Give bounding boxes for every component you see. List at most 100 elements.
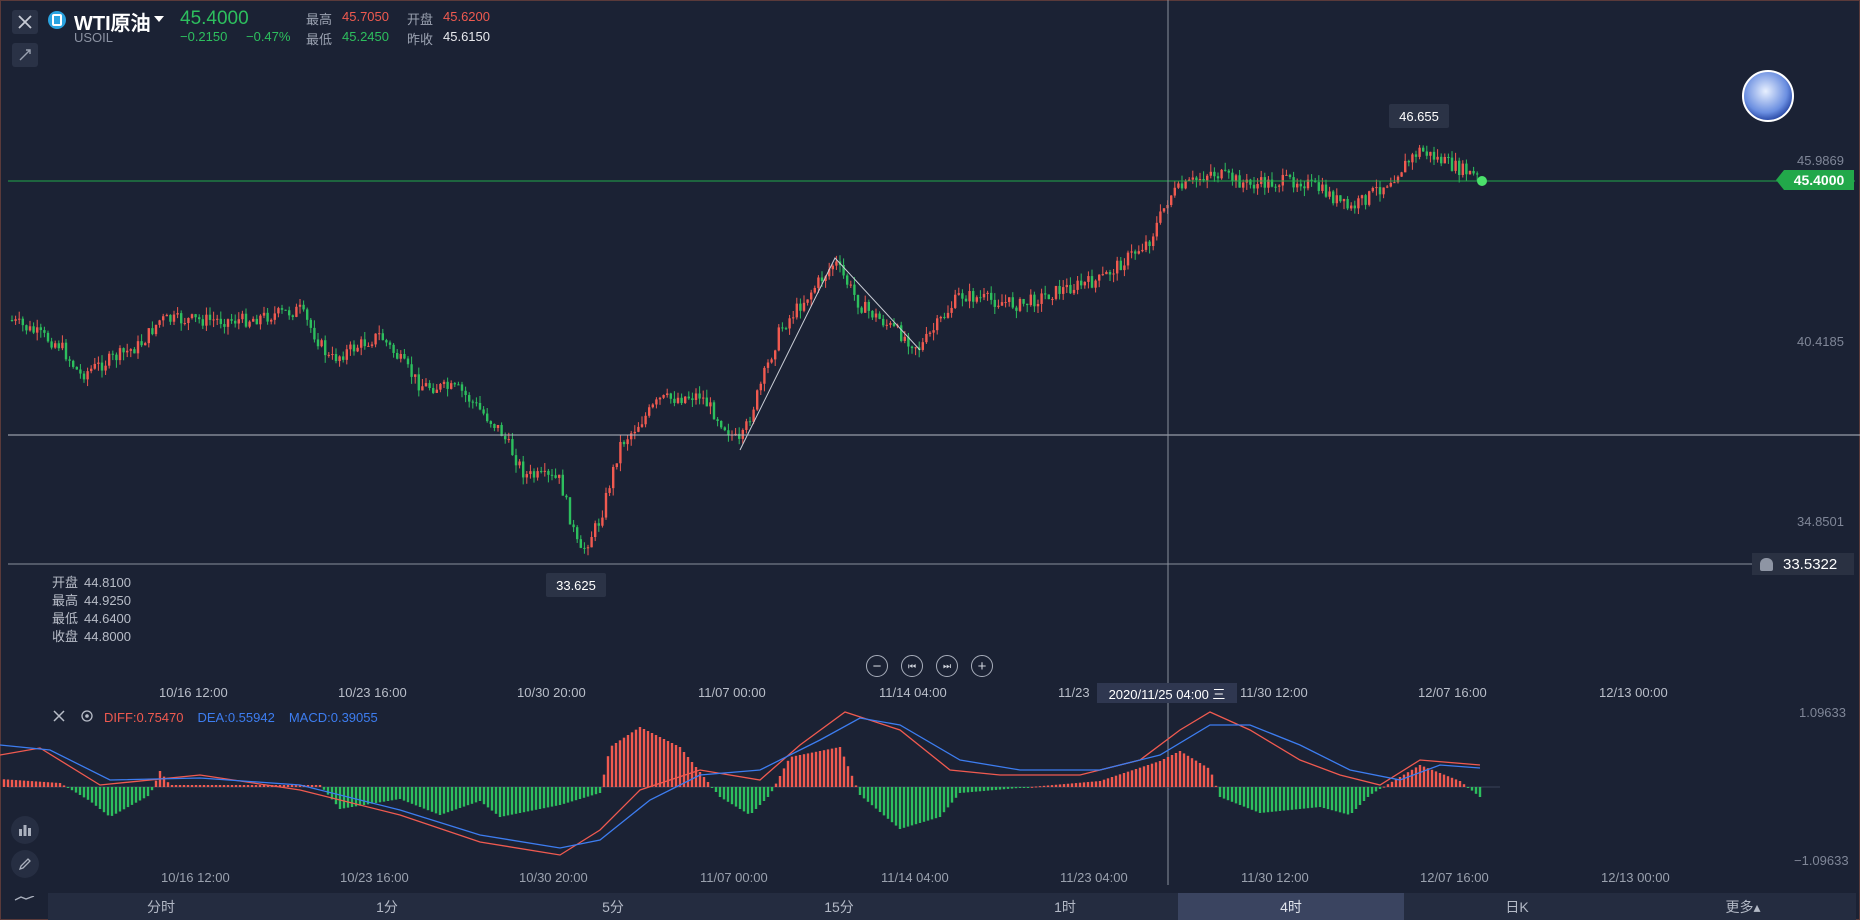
chart-type-icon[interactable] [14,888,36,906]
bell-icon[interactable] [1760,557,1773,571]
chevron-down-icon[interactable] [154,16,164,22]
close-icon[interactable] [12,10,38,34]
candle-body [799,303,802,311]
candle-body [219,318,222,325]
macd-bar [726,787,730,802]
tab-1hour[interactable]: 1时 [1054,898,1076,915]
candle-body [500,424,503,437]
macd-bar [510,787,514,815]
draw-tool-icon[interactable] [12,43,38,67]
indicator-icon[interactable] [11,816,39,844]
macd-bar [26,780,30,787]
candle-body [370,344,374,346]
macd-bar [202,785,206,787]
macd-bar [1038,786,1042,788]
macd-bar [526,787,530,812]
candle-body [1407,160,1410,163]
candle-body [655,399,658,405]
candle-body [327,354,330,356]
macd-bar [294,785,298,787]
tab-5min[interactable]: 5分 [602,898,624,915]
avatar[interactable] [1742,70,1794,122]
symbol-name[interactable]: WTI原油 [74,13,151,35]
candle-body [10,320,14,321]
macd-bar [826,749,830,787]
tab-4hour[interactable]: 4时 [1178,893,1404,920]
macd-bar [742,787,746,812]
macd-bar [30,781,34,787]
macd-bar [606,756,610,787]
macd-bar [690,762,694,787]
candle-body [900,325,903,341]
tab-daily[interactable]: 日K [1505,898,1529,915]
candle-body [907,336,910,347]
macd-bar [514,787,518,814]
macd-bar [254,785,258,787]
close-icon[interactable] [52,709,66,726]
candle-body [1270,179,1274,187]
candle-body [1386,186,1389,188]
macd-bar [186,785,190,787]
macd-bar [378,787,382,803]
macd-bar [966,787,970,793]
macd-bar [350,787,354,807]
candle-body [1332,191,1335,204]
macd-bar [518,787,522,813]
candle-body [709,402,712,407]
candle-body [1116,260,1119,274]
tab-timeshare[interactable]: 分时 [147,898,175,915]
macd-bar [230,785,234,787]
candle-body [975,297,978,302]
macd-bar [102,787,106,813]
candle-body [1159,211,1162,223]
zoom-in-icon[interactable]: + [971,655,993,677]
alert-price-tag[interactable]: 33.5322 [1752,553,1854,575]
current-price-dot [1477,176,1487,186]
x-axis-label: 10/16 12:00 [159,685,228,700]
tab-1min[interactable]: 1分 [376,898,398,915]
candle-body [957,293,960,295]
macd-bar [942,787,946,813]
candle-body [457,384,460,386]
settings-icon[interactable] [80,709,94,726]
candle-body [68,359,71,361]
macd-bar [410,787,414,804]
zoom-out-icon[interactable]: − [866,655,888,677]
macd-bar [246,785,250,787]
candle-body [18,318,21,320]
candle-body [226,319,230,327]
candle-body [104,365,107,371]
candle-body [514,455,518,466]
macd-bar [414,787,418,806]
candle-body [1022,298,1025,304]
macd-bar [1350,787,1354,813]
macd-bar [442,787,446,814]
candle-body [1087,276,1090,282]
macd-bar [78,787,82,795]
macd-bar [1422,766,1426,787]
pencil-icon[interactable] [11,850,39,878]
macd-bar [374,787,378,803]
macd-bar [122,787,126,810]
macd-bar [422,787,426,809]
tab-more[interactable]: 更多▴ [1725,898,1761,915]
price-chart[interactable] [0,0,1860,893]
macd-bar [438,787,442,815]
candle-body [136,341,140,354]
candle-body [946,312,950,318]
step-forward-icon[interactable]: ⏭ [936,655,958,677]
ohlc-close: 收盘 44.8000 [52,629,132,644]
candle-body [1476,173,1479,175]
ohlc-high: 最高 44.9250 [52,593,132,608]
step-back-icon[interactable]: ⏮ [901,655,923,677]
macd-bar [478,787,482,801]
candle-body [446,381,449,389]
candle-body [572,524,575,528]
macd-bar [782,768,786,787]
tab-15min[interactable]: 15分 [824,898,854,915]
candle-body [964,298,968,302]
macd-bar [498,787,502,817]
candle-body [781,327,784,329]
candle-body [698,393,701,399]
macd-bar [1146,765,1150,787]
